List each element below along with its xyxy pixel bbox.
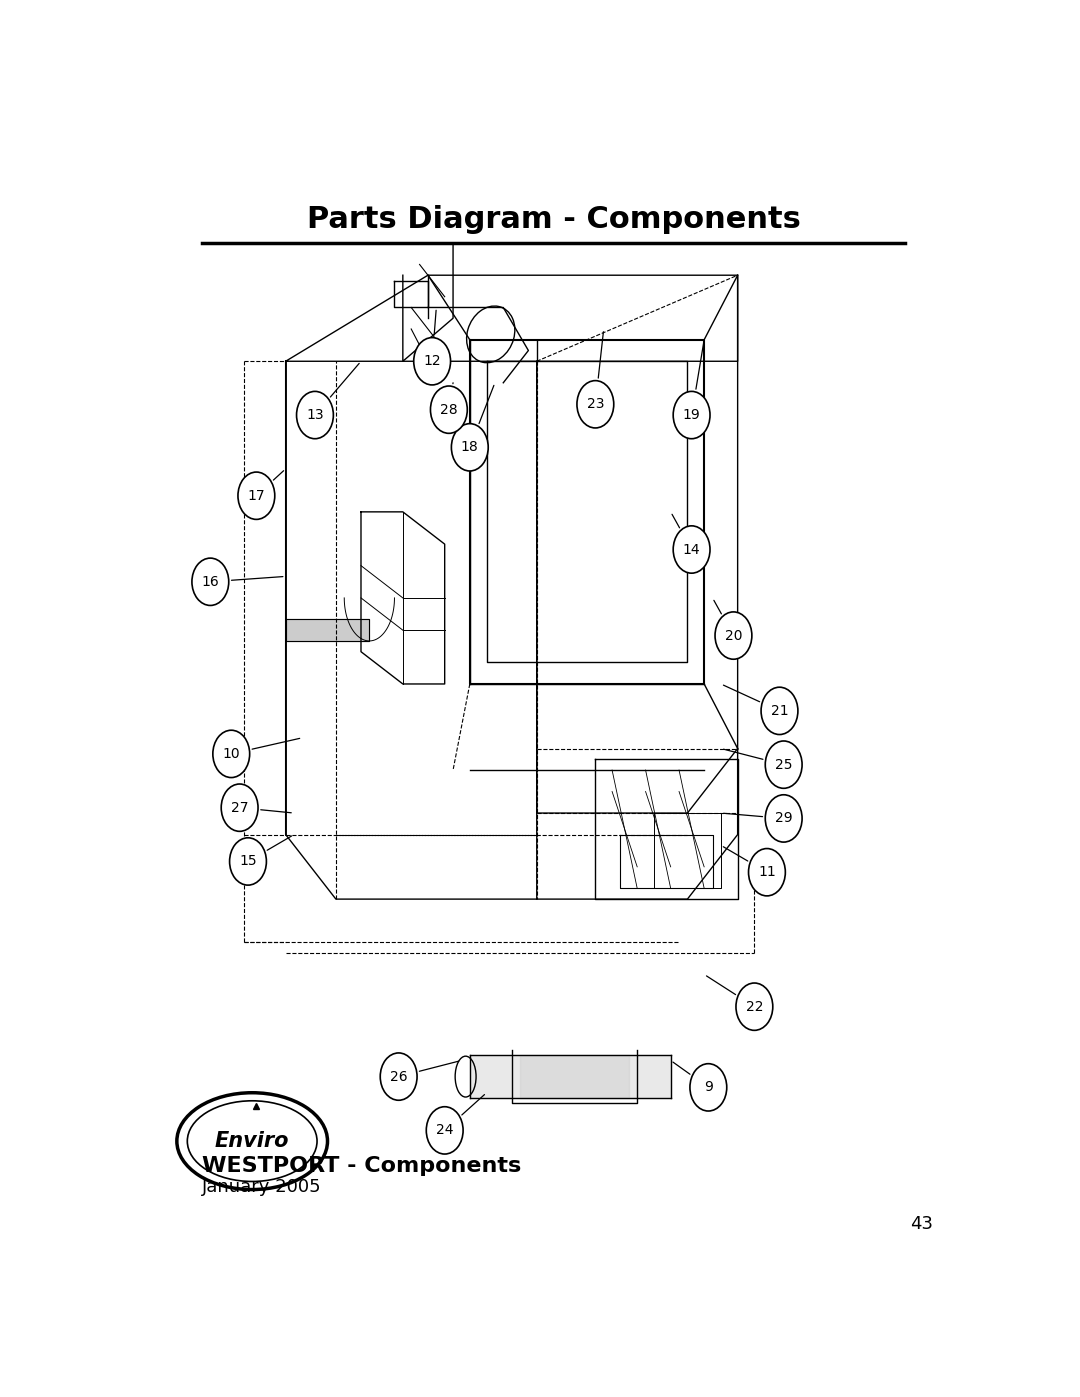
Circle shape [238, 472, 274, 520]
Text: 21: 21 [771, 704, 788, 718]
Text: 26: 26 [390, 1070, 407, 1084]
Text: 16: 16 [202, 574, 219, 588]
Circle shape [690, 1063, 727, 1111]
Text: Enviro: Enviro [215, 1132, 289, 1151]
Circle shape [766, 795, 802, 842]
Text: 12: 12 [423, 355, 441, 369]
Circle shape [431, 386, 468, 433]
Text: 19: 19 [683, 408, 701, 422]
Text: 10: 10 [222, 747, 240, 761]
Text: 23: 23 [586, 397, 604, 411]
Text: WESTPORT - Components: WESTPORT - Components [202, 1155, 522, 1176]
Circle shape [761, 687, 798, 735]
Text: 22: 22 [745, 1000, 764, 1014]
Text: 28: 28 [440, 402, 458, 416]
Circle shape [427, 1106, 463, 1154]
Text: 18: 18 [461, 440, 478, 454]
Circle shape [213, 731, 249, 778]
Text: 20: 20 [725, 629, 742, 643]
Polygon shape [285, 619, 369, 641]
Circle shape [451, 423, 488, 471]
Text: 11: 11 [758, 865, 775, 879]
Text: Parts Diagram - Components: Parts Diagram - Components [307, 205, 800, 233]
Circle shape [715, 612, 752, 659]
Text: 9: 9 [704, 1080, 713, 1094]
Circle shape [673, 391, 710, 439]
Circle shape [221, 784, 258, 831]
Circle shape [735, 983, 773, 1031]
Text: 29: 29 [774, 812, 793, 826]
Circle shape [297, 391, 334, 439]
Text: 15: 15 [239, 855, 257, 869]
Circle shape [748, 848, 785, 895]
Circle shape [414, 338, 450, 386]
Circle shape [577, 380, 613, 427]
Text: 14: 14 [683, 542, 701, 556]
Text: 43: 43 [910, 1215, 933, 1234]
Text: 27: 27 [231, 800, 248, 814]
Text: 25: 25 [775, 757, 793, 771]
Circle shape [766, 740, 802, 788]
Text: 17: 17 [247, 489, 266, 503]
Text: 13: 13 [306, 408, 324, 422]
Circle shape [673, 525, 710, 573]
Text: January 2005: January 2005 [202, 1179, 322, 1196]
Circle shape [380, 1053, 417, 1101]
Circle shape [230, 838, 267, 886]
Text: 24: 24 [436, 1123, 454, 1137]
Circle shape [192, 559, 229, 605]
